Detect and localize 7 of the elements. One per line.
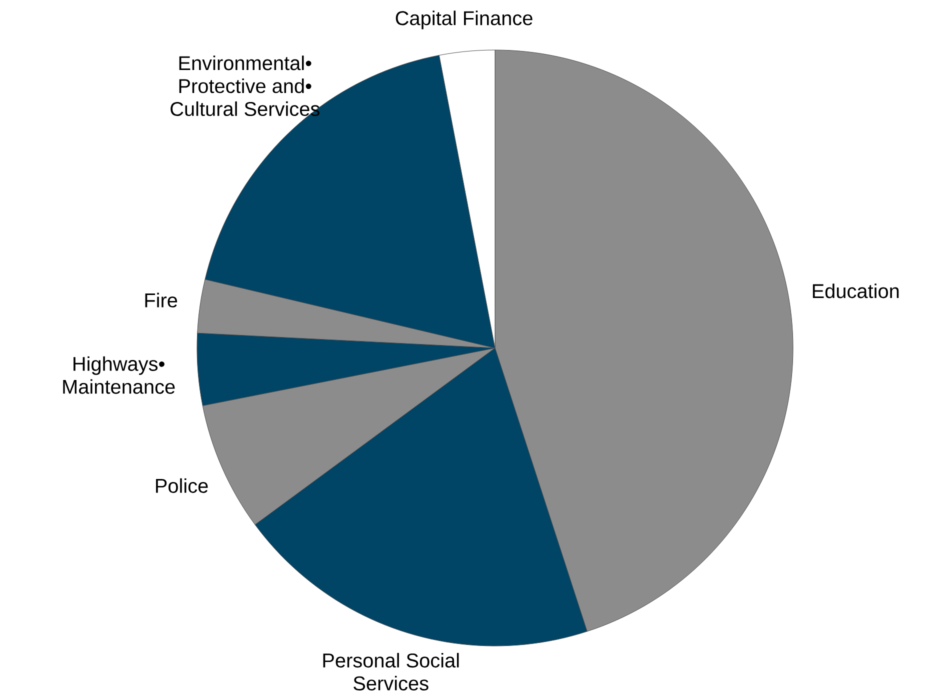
- slice-label: Fire: [145, 292, 178, 308]
- slice-label: Highways• Maintenance: [63, 356, 175, 394]
- slice-label: Capital Finance: [396, 10, 532, 30]
- slice-label: Personal Social Services: [323, 652, 459, 690]
- slice-label: Police: [156, 478, 208, 493]
- slice-label: Education: [812, 284, 899, 298]
- slice-label: Environmental• Protective and• Cultural Services: [170, 56, 320, 116]
